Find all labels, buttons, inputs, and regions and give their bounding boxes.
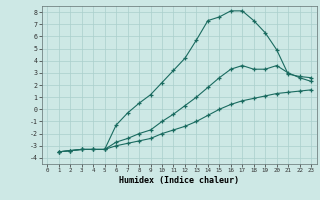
X-axis label: Humidex (Indice chaleur): Humidex (Indice chaleur) [119, 176, 239, 185]
